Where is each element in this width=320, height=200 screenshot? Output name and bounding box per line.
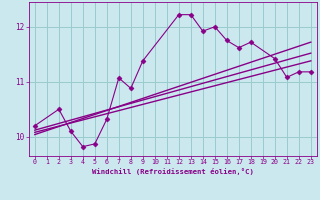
X-axis label: Windchill (Refroidissement éolien,°C): Windchill (Refroidissement éolien,°C) — [92, 168, 254, 175]
